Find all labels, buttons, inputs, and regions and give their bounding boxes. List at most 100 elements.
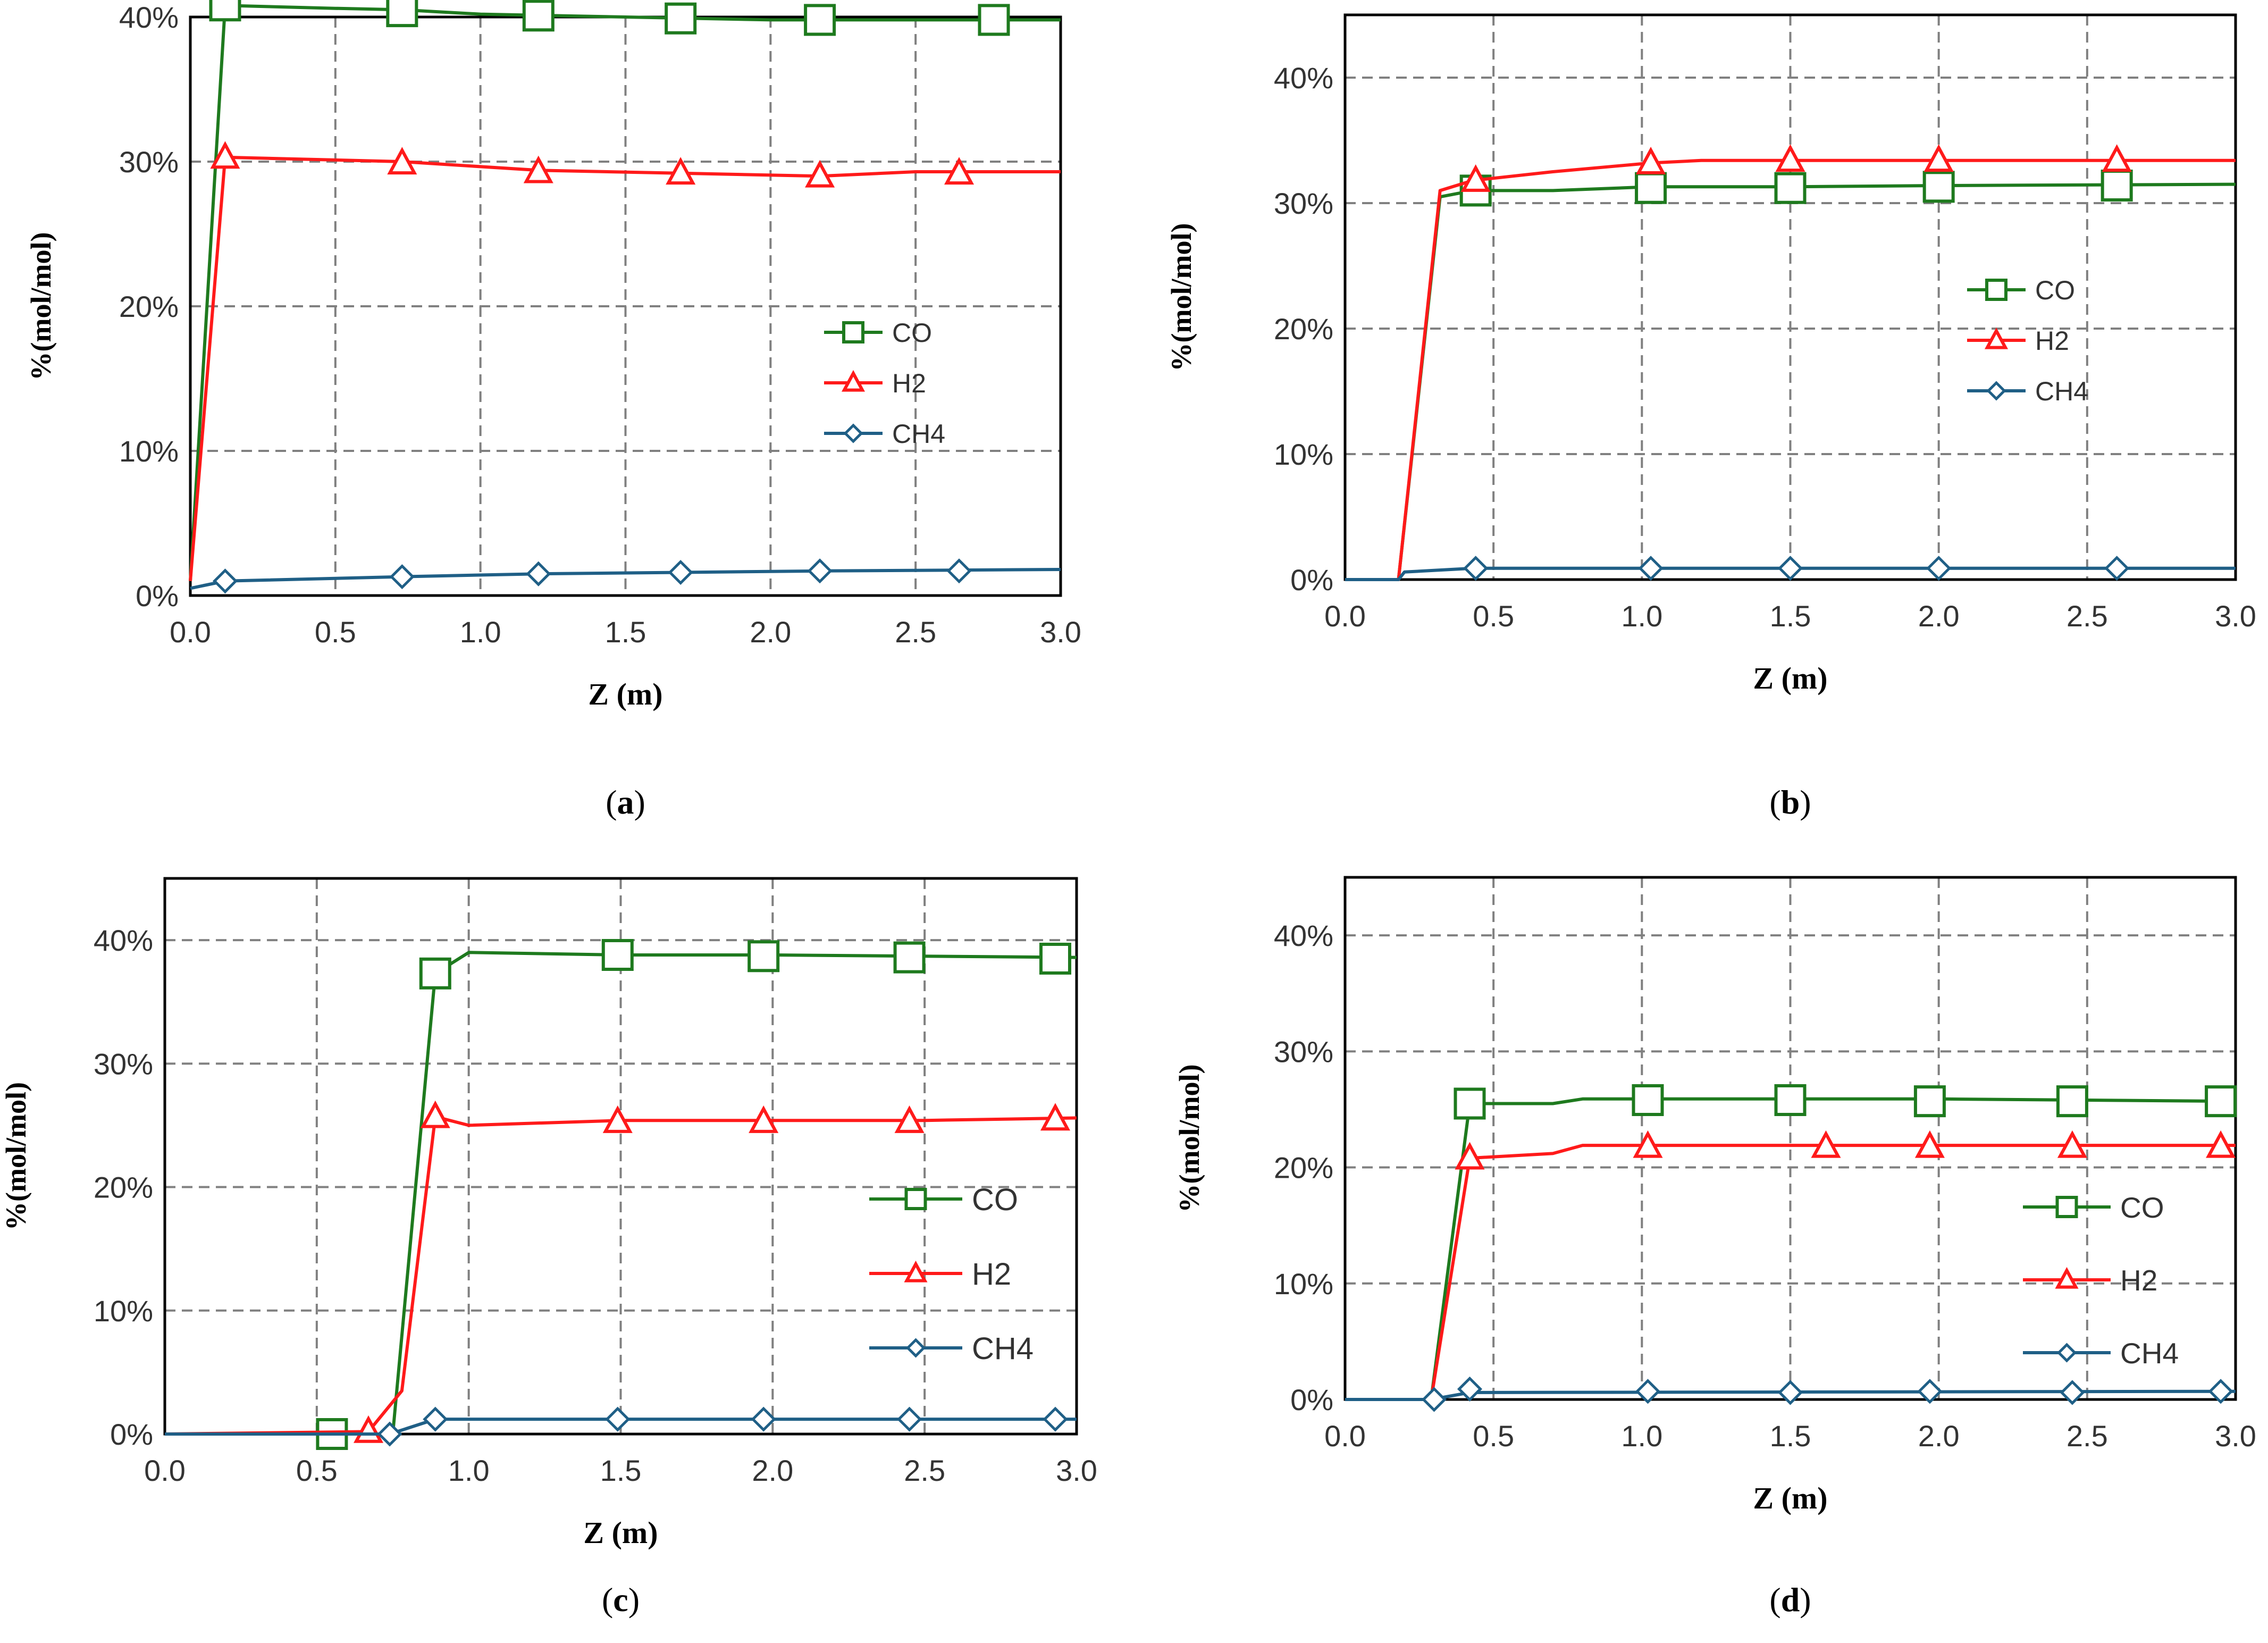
data-point-ch4 [1635,1379,1661,1404]
caption-close-paren: ) [628,1581,640,1619]
x-tick-label: 0.5 [296,1454,338,1487]
x-axis-title: Z (m) [1753,1481,1827,1515]
legend: CO H2 CH4 [1967,275,2088,406]
data-point-ch4 [668,559,693,585]
y-tick-label: 10% [1274,1267,1333,1301]
x-tick-label: 0.0 [1324,599,1366,633]
x-tick-label: 1.5 [1770,599,1811,633]
y-tick-label: 20% [1274,1151,1333,1185]
legend-label-ch4: CH4 [972,1331,1034,1366]
y-tick-label: 30% [94,1047,153,1080]
legend-marker-h2 [2055,1267,2079,1289]
data-point-ch4 [1043,1406,1068,1432]
data-point-h2 [1775,144,1805,172]
x-tick-label: 1.5 [1770,1419,1811,1453]
data-point-co [804,4,836,36]
caption-open-paren: ( [1769,783,1780,821]
x-tick-label: 0.0 [1324,1419,1366,1453]
data-point-co [978,4,1010,36]
legend-marker-ch4 [905,1338,926,1358]
data-point-co [386,0,418,28]
data-point-h2 [944,157,975,185]
data-point-co [2056,1085,2088,1118]
data-point-ch4 [2060,1380,2085,1405]
legend-label-ch4: CH4 [892,419,945,449]
data-point-h2 [666,157,696,185]
x-tick-label: 3.0 [1056,1454,1097,1487]
chart-panel-a: 0.0 0.5 1.0 1.5 2.0 2.5 3.0 0% 10% 20% 30% 40% Z (m)… [25,0,1081,821]
y-tick-label: 30% [1274,187,1333,220]
series-line-h2 [164,1115,1077,1436]
chart-panel-b: 0.0 0.5 1.0 1.5 2.0 2.5 3.0 0% 10% 20% 30% 40% Z (m)… [1165,13,2256,821]
legend-label-h2: H2 [892,368,926,398]
y-tick-label: 10% [1274,438,1333,471]
legend-marker-co [2055,1196,2078,1218]
data-point-co [2101,169,2133,202]
series-line-h2 [189,155,1061,582]
caption-open-paren: ( [606,783,617,821]
data-point-co [2205,1085,2237,1118]
data-point-ch4 [526,561,551,586]
data-point-h2 [2206,1130,2236,1158]
y-axis-title: %(mol/mol) [1173,1064,1205,1213]
panel-caption: (d) [1769,1581,1811,1619]
panel-caption: (c) [602,1581,640,1619]
legend-label-ch4: CH4 [2035,376,2088,406]
y-tick-label: 40% [119,1,179,34]
y-tick-label: 10% [94,1294,153,1328]
caption-close-paren: ) [1800,783,1811,821]
x-tick-label: 0.5 [1473,1419,1514,1453]
legend: CO H2 CH4 [824,318,945,449]
data-point-co [1922,171,1955,203]
legend-label-co: CO [972,1183,1018,1217]
data-point-co [747,940,780,973]
y-axis-title: %(mol/mol) [25,232,57,381]
data-point-ch4 [1917,1379,1943,1404]
data-point-co [1774,172,1807,204]
legend-marker-ch4 [843,423,863,443]
data-point-ch4 [605,1406,631,1432]
y-axis-title: %(mol/mol) [1165,223,1197,372]
data-point-ch4 [946,558,972,584]
data-point-co [522,0,555,32]
series-line-ch4 [1345,1389,2236,1401]
series-line-co [189,4,1061,581]
data-point-co [419,957,451,990]
x-tick-label: 2.5 [904,1454,945,1487]
data-point-ch4 [897,1406,922,1432]
data-point-h2 [749,1105,779,1133]
x-axis-title: Z (m) [588,677,662,711]
legend-label-co: CO [2035,275,2075,305]
data-point-h2 [1811,1130,1841,1158]
x-tick-label: 2.0 [752,1454,793,1487]
data-point-h2 [1914,1130,1945,1158]
x-tick-label: 3.0 [2215,599,2256,633]
x-tick-label: 2.0 [1918,599,1960,633]
legend: CO H2 CH4 [869,1183,1034,1366]
caption-letter: c [613,1581,628,1619]
data-point-ch4 [212,568,238,594]
data-point-h2 [523,155,553,183]
data-point-h2 [1460,164,1491,192]
data-point-h2 [805,160,835,188]
legend-label-h2: H2 [972,1257,1011,1292]
panel-caption: (a) [606,783,645,821]
data-point-h2 [1633,1130,1663,1158]
x-tick-label: 0.5 [1473,599,1514,633]
data-point-ch4 [2104,556,2130,581]
legend-marker-co [1985,279,2007,301]
x-tick-label: 2.5 [895,615,936,649]
caption-close-paren: ) [1800,1581,1811,1619]
y-tick-label: 0% [110,1418,153,1451]
data-point-ch4 [377,1421,402,1447]
y-tick-label: 0% [136,579,179,613]
data-point-co [209,0,241,22]
legend-label-h2: H2 [2120,1264,2157,1297]
x-tick-label: 2.5 [2067,1419,2108,1453]
y-tick-label: 20% [1274,312,1333,346]
data-point-co [601,938,634,971]
series-line-ch4 [1345,566,2236,581]
y-tick-label: 40% [94,924,153,957]
caption-close-paren: ) [634,783,645,821]
